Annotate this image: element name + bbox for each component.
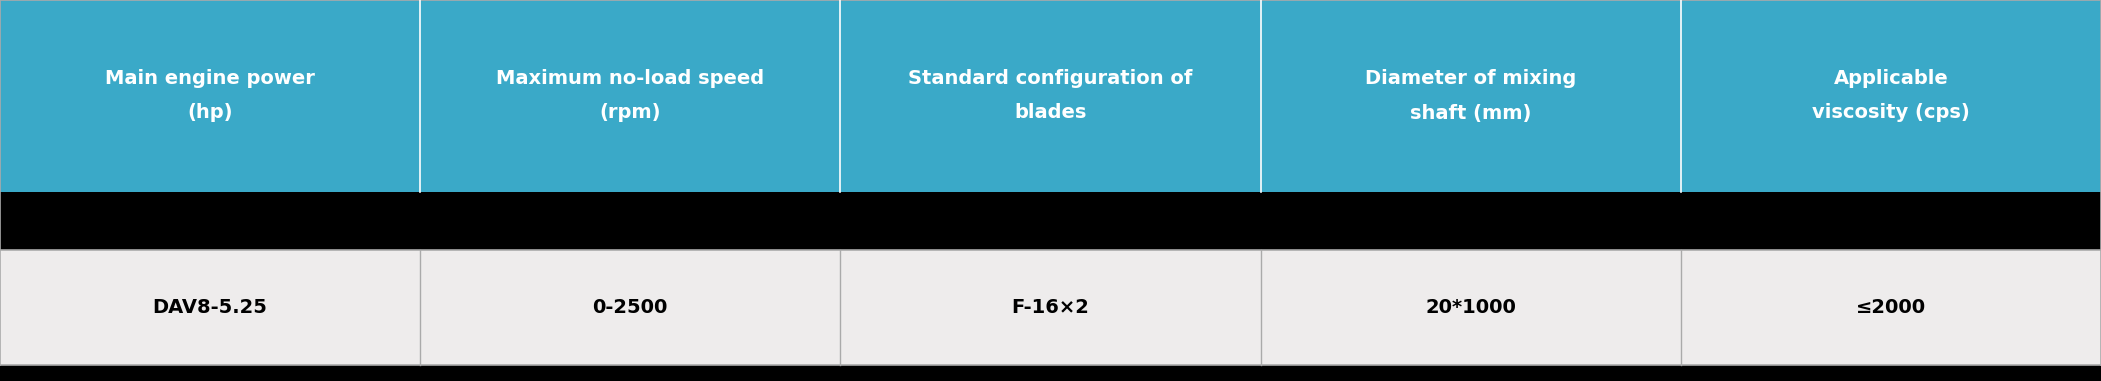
Bar	[1681, 250, 2101, 365]
Bar	[840, 250, 1261, 365]
Bar	[0, 192, 2101, 250]
Text: 20*1000: 20*1000	[1424, 298, 1517, 317]
Text: Maximum no-load speed
(rpm): Maximum no-load speed (rpm)	[496, 69, 765, 123]
Text: Standard configuration of
blades: Standard configuration of blades	[908, 69, 1193, 123]
Bar	[1261, 0, 1681, 192]
Text: Main engine power
(hp): Main engine power (hp)	[105, 69, 315, 123]
Bar	[420, 0, 840, 192]
Text: Diameter of mixing
shaft (mm): Diameter of mixing shaft (mm)	[1366, 69, 1576, 123]
Bar	[1681, 0, 2101, 192]
Text: DAV8-5.25: DAV8-5.25	[153, 298, 267, 317]
Text: Applicable
viscosity (cps): Applicable viscosity (cps)	[1811, 69, 1971, 123]
Text: ≤2000: ≤2000	[1855, 298, 1927, 317]
Bar	[1261, 250, 1681, 365]
Text: 0-2500: 0-2500	[592, 298, 668, 317]
Bar	[420, 250, 840, 365]
Bar	[840, 0, 1261, 192]
Text: F-16×2: F-16×2	[1011, 298, 1090, 317]
Bar	[0, 0, 420, 192]
Bar	[0, 250, 420, 365]
